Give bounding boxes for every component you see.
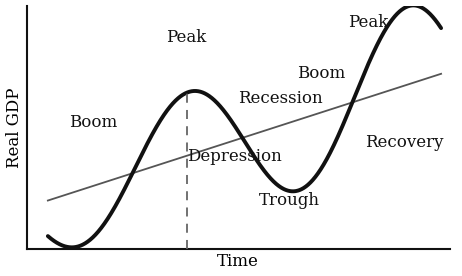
Y-axis label: Real GDP: Real GDP: [6, 87, 23, 168]
Text: Boom: Boom: [298, 65, 346, 82]
X-axis label: Time: Time: [217, 253, 259, 270]
Text: Depression: Depression: [188, 148, 282, 165]
Text: Trough: Trough: [259, 192, 320, 209]
Text: Boom: Boom: [69, 114, 117, 131]
Text: Peak: Peak: [348, 14, 389, 31]
Text: Recession: Recession: [238, 90, 323, 107]
Text: Peak: Peak: [166, 29, 207, 46]
Text: Recovery: Recovery: [365, 134, 444, 150]
